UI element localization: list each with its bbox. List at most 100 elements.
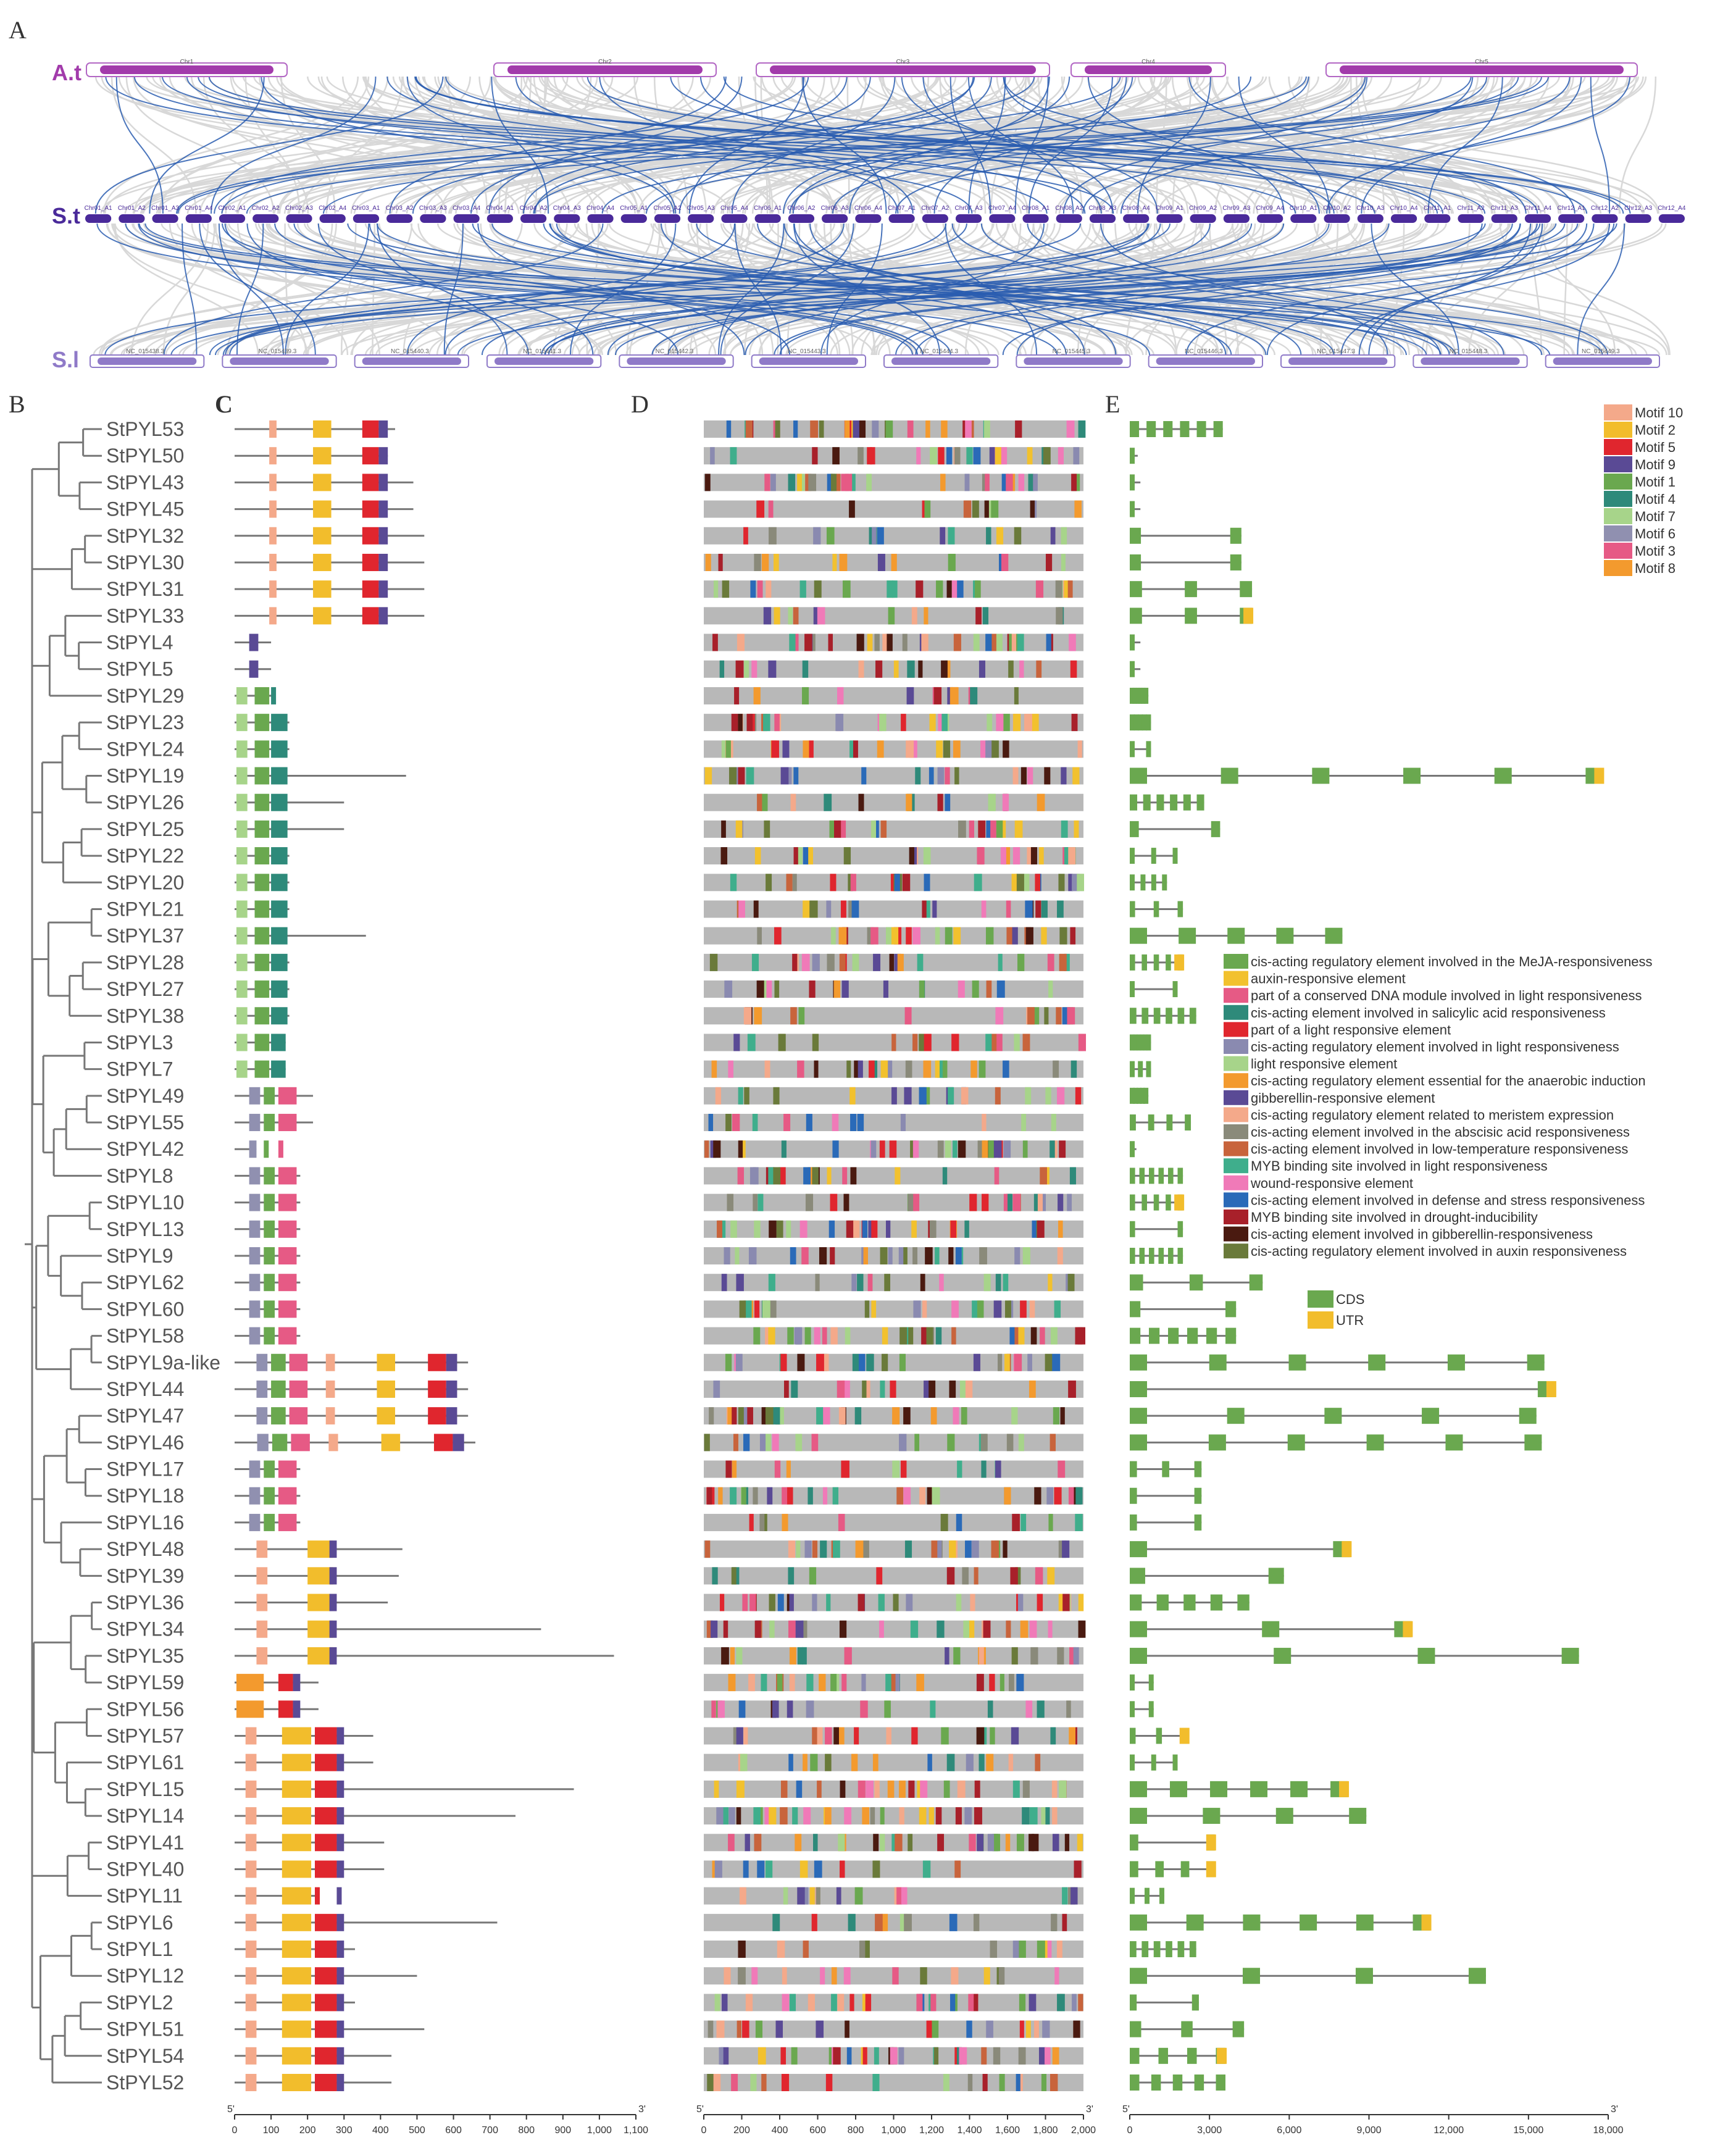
cis-element [806, 1700, 814, 1718]
cis-element [999, 447, 1008, 465]
cis-element [803, 740, 809, 758]
gene-name: StPYL57 [106, 1724, 184, 1747]
cis-element [993, 1140, 1002, 1158]
collinear-link [607, 223, 1161, 356]
st-chromosome [119, 214, 145, 223]
axis-tick-label: 1,200 [919, 2125, 944, 2136]
tree-branch [39, 1955, 72, 2060]
collinear-link [222, 223, 924, 356]
st-chromosome [855, 214, 882, 223]
background-link [1145, 223, 1265, 356]
cds-exon [1447, 1354, 1465, 1371]
st-chromosome-label: Chr10_A1 [1290, 205, 1317, 212]
cis-element [924, 1034, 932, 1051]
cis-element [706, 1620, 712, 1638]
cds-exon [1170, 794, 1178, 811]
utr-block [1206, 1861, 1216, 1878]
cis-element [1001, 820, 1006, 838]
cis-element [1054, 1967, 1059, 1985]
motif-box [249, 1193, 261, 1211]
cds-exon [1177, 1941, 1185, 1958]
cis-element [932, 1487, 940, 1505]
cis-element [797, 474, 802, 491]
cds-exon [1168, 1168, 1174, 1184]
cis-element [874, 633, 880, 651]
cis-element [866, 474, 872, 491]
gene-name: StPYL40 [106, 1858, 184, 1880]
st-chromosome [453, 214, 480, 223]
cis-element [712, 2074, 721, 2091]
cis-element [1035, 1567, 1043, 1585]
cds-exon [1324, 1408, 1342, 1424]
cis-element [930, 2020, 939, 2038]
cis-element [1018, 474, 1025, 491]
cds-exon [1133, 1087, 1138, 1104]
motif-box [336, 1807, 344, 1825]
collinear-link [599, 76, 914, 214]
cds-exon [1130, 1994, 1137, 2011]
motif-box [282, 1941, 312, 1958]
cds-exon [1130, 767, 1147, 784]
motif-box [271, 714, 288, 732]
cis-element [705, 553, 711, 571]
cis-element [774, 1460, 781, 1478]
cis-legend-label: auxin-responsive element [1251, 971, 1406, 987]
cis-legend-swatch [1224, 1226, 1248, 1242]
gene-name: StPYL59 [106, 1671, 184, 1694]
cis-element [1077, 874, 1085, 892]
cis-element [1016, 874, 1024, 892]
motif-box [278, 1513, 297, 1531]
at-chromosome-row: Chr1 Chr2 Chr3 Chr4 Chr5 [86, 59, 1638, 77]
tree-branch [70, 1615, 92, 1670]
motif-box [307, 1567, 333, 1585]
cds-exon [1156, 1594, 1169, 1611]
cis-element [919, 1807, 927, 1825]
motif-box [249, 1274, 261, 1292]
cis-element [843, 1193, 849, 1211]
cis-element [996, 1034, 1003, 1051]
cis-element [983, 1274, 991, 1292]
motif-box [378, 420, 388, 438]
cis-element [793, 633, 799, 651]
st-chromosome-label: Chr09_A4 [1256, 205, 1284, 212]
axis-tick-label: 1,400 [957, 2125, 982, 2136]
axis-tick-label: 0 [1127, 2125, 1133, 2136]
collinear-link [820, 223, 1045, 356]
cis-element [975, 580, 981, 598]
cis-element [1074, 820, 1079, 838]
cis-element [787, 1700, 793, 1718]
cis-element [1044, 767, 1051, 785]
tree-branch [62, 842, 102, 884]
cis-element [906, 687, 914, 704]
cis-element [788, 607, 793, 625]
cis-element [738, 1700, 746, 1718]
cis-element [885, 1220, 891, 1238]
motif-box [249, 1487, 261, 1505]
cis-element [1020, 1620, 1029, 1638]
tree-branch [85, 775, 102, 804]
cis-element [804, 633, 812, 651]
motif-legend-swatch [1604, 543, 1632, 559]
motif-box [245, 1780, 257, 1798]
cis-element [1050, 1727, 1056, 1745]
cis-element [1022, 1780, 1030, 1798]
cis-element [864, 1300, 870, 1318]
cis-element [929, 767, 934, 785]
motif-box [362, 500, 379, 518]
cis-element [976, 1727, 985, 1745]
cis-element [1069, 1167, 1076, 1185]
promoter-bar [704, 1700, 1083, 1718]
motif-box [271, 687, 277, 704]
cis-legend-swatch [1224, 988, 1248, 1003]
cds-exon [1151, 848, 1156, 864]
cis-element [970, 1594, 975, 1611]
cis-element [1047, 1567, 1055, 1585]
cis-element [842, 580, 851, 598]
collinear-link [731, 76, 896, 214]
cis-element [735, 1353, 743, 1371]
tree-branch [31, 811, 43, 1033]
collinear-link [163, 223, 604, 356]
species-sl-label: S.l [52, 347, 79, 372]
